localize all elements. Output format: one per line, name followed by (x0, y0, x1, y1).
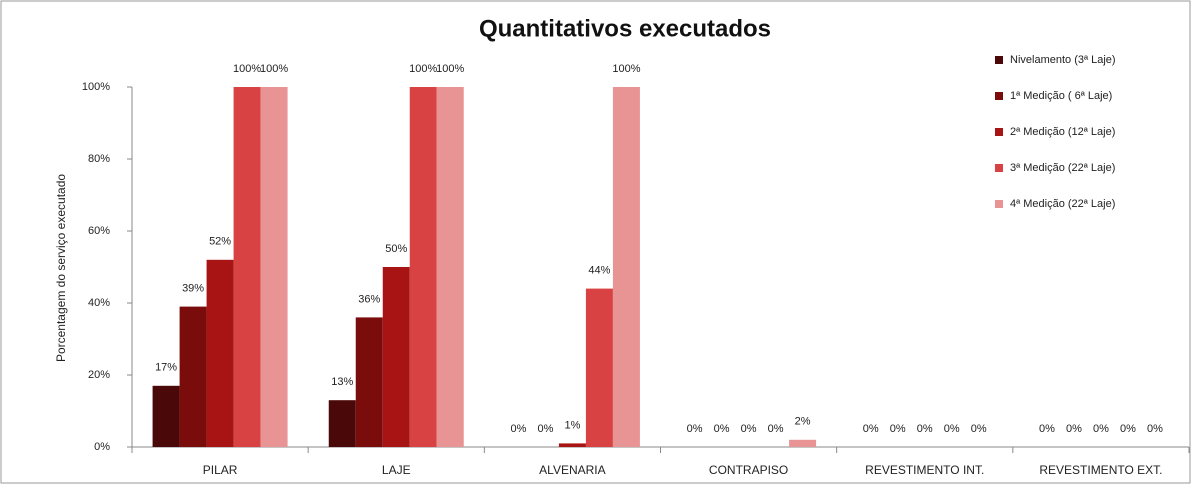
data-label: 0% (944, 423, 960, 435)
data-label: 0% (863, 423, 879, 435)
x-tick-label: REVESTIMENTO EXT. (1039, 463, 1162, 477)
x-tick-label: LAJE (382, 463, 411, 477)
data-label: 0% (1039, 423, 1055, 435)
bar (585, 288, 613, 447)
data-label: 0% (971, 423, 987, 435)
data-label: 50% (385, 243, 407, 255)
legend-label: 1ª Medição ( 6ª Laje) (1010, 90, 1112, 102)
bar (179, 306, 207, 447)
data-label: 0% (917, 423, 933, 435)
data-label: 0% (890, 423, 906, 435)
data-label: 0% (510, 423, 526, 435)
data-label: 17% (155, 362, 177, 374)
y-tick-label: 40% (88, 297, 110, 309)
data-label: 100% (436, 63, 464, 75)
data-label: 39% (182, 283, 204, 295)
data-label: 13% (331, 376, 353, 388)
bar (233, 87, 261, 447)
y-axis-label: Porcentagem do serviço executado (54, 174, 68, 362)
legend-swatch (995, 92, 1003, 100)
bar (152, 385, 180, 447)
data-label: 44% (588, 265, 610, 277)
x-tick-label: ALVENARIA (539, 463, 605, 477)
bar (382, 267, 410, 447)
legend-swatch (995, 200, 1003, 208)
bar (436, 87, 464, 447)
data-label: 0% (1120, 423, 1136, 435)
y-tick-label: 60% (88, 225, 110, 237)
y-tick-label: 100% (82, 81, 110, 93)
y-tick-label: 20% (88, 369, 110, 381)
legend-swatch (995, 128, 1003, 136)
data-label: 0% (537, 423, 553, 435)
data-label: 0% (741, 423, 757, 435)
bar (260, 87, 288, 447)
data-label: 0% (714, 423, 730, 435)
legend-label: 4ª Medição (22ª Laje) (1010, 198, 1115, 210)
bar (409, 87, 437, 447)
legend-label: 3ª Medição (22ª Laje) (1010, 162, 1115, 174)
bar (612, 87, 640, 447)
x-tick-label: CONTRAPISO (709, 463, 788, 477)
data-label: 0% (768, 423, 784, 435)
bar (355, 317, 383, 447)
data-label: 100% (612, 63, 640, 75)
bar (328, 400, 356, 447)
legend-label: 2ª Medição (12ª Laje) (1010, 126, 1115, 138)
data-label: 0% (1093, 423, 1109, 435)
legend-label: Nivelamento (3ª Laje) (1010, 54, 1116, 66)
data-label: 1% (564, 419, 580, 431)
data-label: 0% (687, 423, 703, 435)
data-label: 36% (358, 293, 380, 305)
data-label: 2% (795, 416, 811, 428)
chart-title: Quantitativos executados (479, 15, 771, 42)
data-label: 0% (1147, 423, 1163, 435)
data-label: 52% (209, 236, 231, 248)
y-tick-label: 80% (88, 153, 110, 165)
x-tick-label: REVESTIMENTO INT. (865, 463, 984, 477)
legend-swatch (995, 56, 1003, 64)
y-tick-label: 0% (94, 441, 110, 453)
data-label: 100% (409, 63, 437, 75)
bar (206, 259, 234, 447)
data-label: 100% (233, 63, 261, 75)
bar (558, 443, 586, 447)
bar (789, 439, 817, 447)
legend-swatch (995, 164, 1003, 172)
data-label: 0% (1066, 423, 1082, 435)
x-tick-label: PILAR (203, 463, 238, 477)
data-label: 100% (260, 63, 288, 75)
